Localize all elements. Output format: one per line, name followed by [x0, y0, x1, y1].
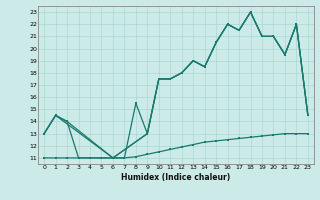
- X-axis label: Humidex (Indice chaleur): Humidex (Indice chaleur): [121, 173, 231, 182]
